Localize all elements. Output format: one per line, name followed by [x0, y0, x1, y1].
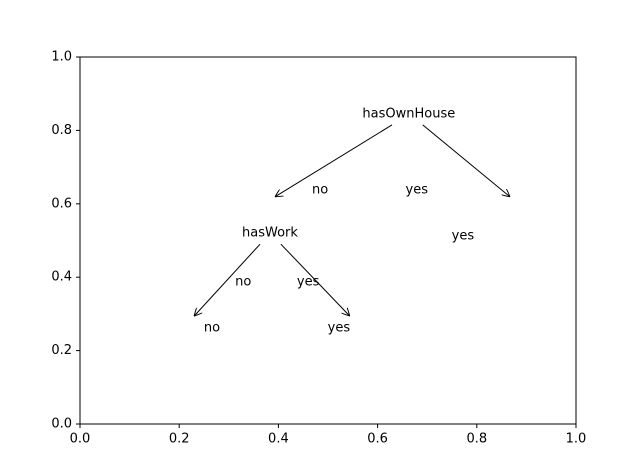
edge-arrow: [422, 124, 510, 197]
edge-label: yes: [406, 182, 429, 197]
x-tick-label: 0.6: [367, 432, 388, 447]
node-label: hasWork: [242, 226, 298, 241]
y-tick-label: 0.4: [51, 270, 72, 285]
node-label: yes: [328, 320, 351, 335]
node-label: yes: [452, 229, 475, 244]
edge-label: yes: [297, 274, 320, 289]
x-tick-label: 0.0: [70, 432, 91, 447]
y-tick-label: 1.0: [51, 50, 72, 65]
edge-arrow: [275, 124, 393, 197]
x-tick-label: 0.4: [268, 432, 289, 447]
node-label: no: [204, 320, 220, 335]
x-tick-label: 0.2: [169, 432, 190, 447]
plot-frame: [79, 56, 577, 425]
edge-label: no: [312, 182, 328, 197]
edge-label: no: [235, 274, 251, 289]
x-tick-label: 0.8: [466, 432, 487, 447]
y-tick-label: 0.0: [51, 417, 72, 432]
edge-arrow: [194, 243, 261, 316]
y-tick-label: 0.2: [51, 343, 72, 358]
y-tick-label: 0.8: [51, 123, 72, 138]
x-tick-label: 1.0: [566, 432, 587, 447]
y-tick-label: 0.6: [51, 196, 72, 211]
edge-arrow: [280, 243, 350, 316]
node-label: hasOwnHouse: [362, 106, 455, 121]
